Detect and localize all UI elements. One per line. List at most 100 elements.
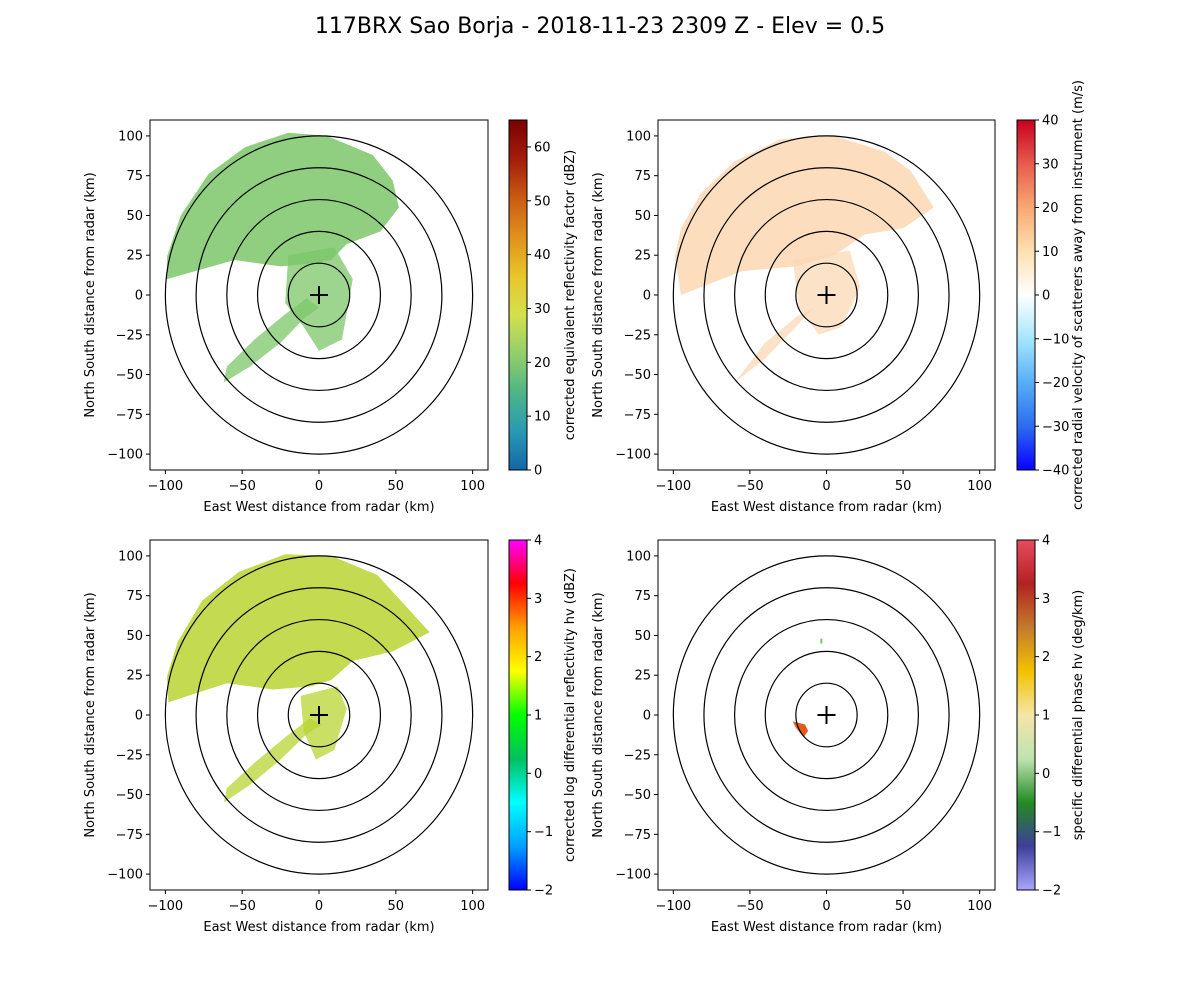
colorbar-gradient (508, 539, 528, 891)
plot-area (672, 135, 981, 455)
x-tick-label: 100 (460, 479, 485, 494)
x-tick-label: −50 (736, 899, 763, 914)
range-ring (795, 682, 858, 748)
y-tick-label: 0 (643, 289, 651, 304)
y-tick-label: 0 (643, 709, 651, 724)
colorbar-tick-label: 0 (534, 464, 542, 479)
y-tick-label: 50 (126, 209, 143, 224)
panel-differential_reflectivity: −100 −50 0 50 100 −100 −75 −50 −25 0 25 50 75 100 East… (83, 534, 578, 936)
colorbar-gradient (1016, 119, 1036, 471)
y-tick-label: −75 (116, 408, 143, 423)
colorbar-tick-label: 4 (534, 534, 542, 549)
echo-region (300, 686, 347, 760)
y-tick-label: 75 (126, 589, 143, 604)
y-tick-label: −100 (615, 868, 651, 883)
colorbar-tick-label: −40 (1042, 464, 1069, 479)
y-tick-label: −50 (624, 788, 651, 803)
range-ring (226, 198, 412, 392)
x-tick-label: 50 (895, 479, 912, 494)
colorbar-tick-label: 40 (534, 248, 551, 263)
y-tick-label: 0 (135, 289, 143, 304)
colorbar-tick-label: −2 (534, 884, 553, 899)
y-axis-label: North South distance from radar (km) (83, 592, 98, 837)
colorbar-label: corrected radial velocity of scatterers … (1071, 80, 1086, 510)
x-axis-label: East West distance from radar (km) (203, 920, 434, 935)
y-tick-label: −50 (624, 368, 651, 383)
range-ring (287, 682, 351, 748)
range-ring (703, 167, 950, 423)
y-axis-label: North South distance from radar (km) (591, 172, 606, 417)
y-tick-label: 100 (118, 549, 143, 564)
colorbar: −2 −1 0 1 2 3 4 specific differential phase hv … (1016, 534, 1086, 899)
y-tick-label: −75 (624, 408, 651, 423)
x-axis-label: East West distance from radar (km) (711, 500, 942, 515)
x-tick-label: 0 (822, 479, 830, 494)
colorbar: −2 −1 0 1 2 3 4 corrected log differential refl… (508, 534, 578, 899)
range-ring (703, 587, 950, 843)
colorbar-tick-label: 30 (534, 302, 551, 317)
colorbar-tick-label: 10 (534, 410, 551, 425)
x-tick-label: 0 (315, 479, 323, 494)
colorbar-label: corrected log differential reflectivity … (563, 568, 578, 862)
panel-specific_differential_phase: −100 −50 0 50 100 −100 −75 −50 −25 0 25 50 75 100 East… (591, 534, 1086, 936)
range-ring (164, 135, 474, 455)
y-tick-label: −50 (116, 788, 143, 803)
colorbar-label: specific differential phase hv (deg/km) (1071, 590, 1086, 840)
x-tick-label: −50 (736, 479, 763, 494)
y-axis-label: North South distance from radar (km) (591, 592, 606, 837)
y-tick-label: 25 (126, 249, 143, 264)
x-tick-label: 50 (388, 899, 405, 914)
range-ring (795, 262, 858, 328)
echo-region (734, 307, 815, 383)
colorbar-label: corrected equivalent reflectivity factor… (563, 150, 578, 441)
colorbar-tick-label: −1 (1042, 825, 1061, 840)
panel-velocity: −100 −50 0 50 100−100−75−50−250255075100East… (591, 80, 1086, 515)
range-ring (764, 230, 889, 360)
range-ring (195, 167, 443, 423)
y-axis-label: North South distance from radar (km) (83, 172, 98, 417)
y-tick-label: 100 (626, 549, 651, 564)
colorbar-tick-label: −20 (1042, 376, 1069, 391)
colorbar-tick-label: −1 (534, 825, 553, 840)
range-ring (733, 198, 920, 392)
x-tick-label: −50 (228, 899, 255, 914)
x-tick-label: 50 (388, 479, 405, 494)
range-ring (733, 618, 920, 812)
y-tick-label: −25 (116, 328, 143, 343)
colorbar-tick-label: 0 (534, 767, 542, 782)
x-tick-label: −50 (228, 479, 255, 494)
y-tick-label: 75 (126, 169, 143, 184)
range-ring (256, 650, 382, 780)
echo-speck (820, 638, 823, 644)
plot-area (164, 554, 474, 875)
y-tick-label: 50 (634, 629, 651, 644)
range-ring (195, 587, 443, 843)
colorbar-tick-label: 3 (534, 592, 542, 607)
colorbar-tick-label: 20 (534, 356, 551, 371)
y-tick-label: 50 (634, 209, 651, 224)
y-tick-label: 75 (634, 589, 651, 604)
colorbar-tick-label: 1 (1042, 709, 1050, 724)
range-ring (226, 618, 412, 812)
range-ring (672, 555, 981, 875)
x-tick-label: 100 (967, 479, 992, 494)
colorbar: 0 10 20 30 40 50 60 corrected equivalent reflec… (508, 119, 578, 479)
colorbar-tick-label: 2 (1042, 650, 1050, 665)
panel-reflectivity: −100 −50 0 50 100−100−75−50−250255075100East… (83, 119, 578, 515)
colorbar-tick-label: 50 (534, 194, 551, 209)
y-tick-label: −100 (107, 448, 143, 463)
x-axis-label: East West distance from radar (km) (711, 920, 942, 935)
x-axis-label: East West distance from radar (km) (203, 500, 434, 515)
colorbar: −40 −30 −20 −10 0 10 20 30 40 corrected radial ve… (1016, 80, 1086, 510)
colorbar-tick-label: −10 (1042, 332, 1069, 347)
y-tick-label: −100 (615, 448, 651, 463)
y-tick-label: −75 (624, 828, 651, 843)
colorbar-tick-label: 10 (1042, 245, 1059, 260)
colorbar-tick-label: 20 (1042, 201, 1059, 216)
colorbar-tick-label: 0 (1042, 289, 1050, 304)
y-tick-label: 100 (626, 129, 651, 144)
y-tick-label: −75 (116, 828, 143, 843)
y-tick-label: −25 (624, 748, 651, 763)
figure-title: 117BRX Sao Borja - 2018-11-23 2309 Z - E… (314, 14, 886, 39)
